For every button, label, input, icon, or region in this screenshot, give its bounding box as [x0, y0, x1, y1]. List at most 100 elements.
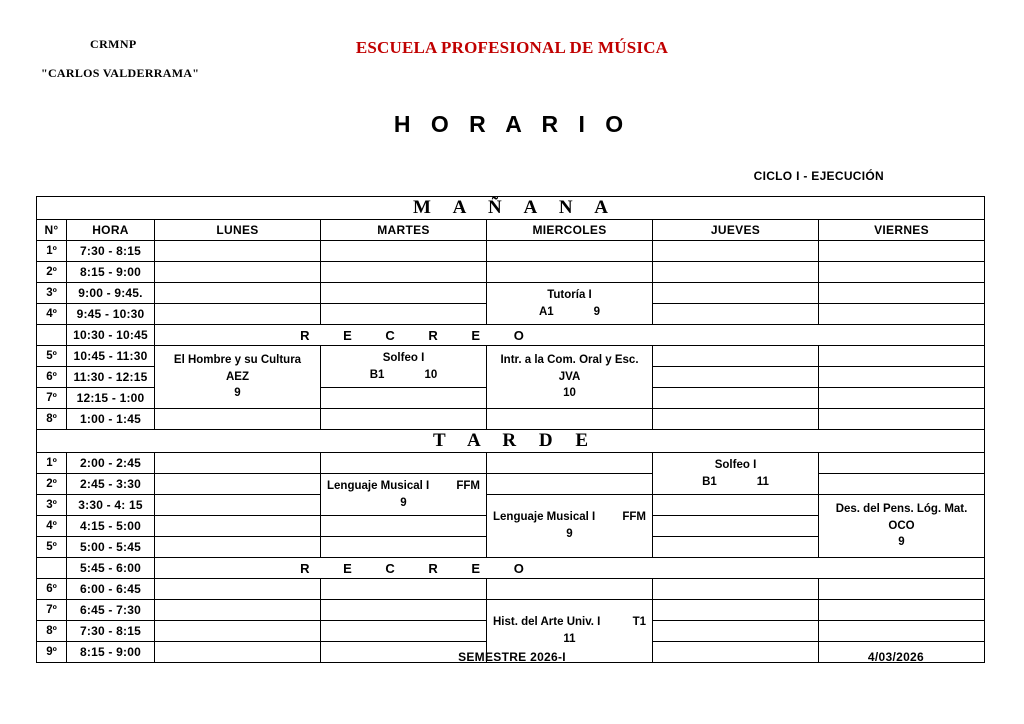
cell-lunes[interactable]	[154, 261, 321, 283]
cell-lunes[interactable]	[154, 303, 321, 325]
course-code: JVA	[558, 370, 581, 383]
cell-miercoles[interactable]	[486, 261, 653, 283]
row-hora: 4:15 - 5:00	[66, 515, 155, 537]
cell-martes[interactable]	[320, 620, 487, 642]
cell-jueves[interactable]	[652, 641, 819, 663]
cell-jueves[interactable]	[652, 282, 819, 304]
cell-jueves[interactable]	[652, 536, 819, 558]
course-room: 9	[234, 387, 241, 400]
course-code: B1	[369, 368, 385, 381]
cell-lunes[interactable]	[154, 452, 321, 474]
course-block-lenguaje-martes[interactable]: Lenguaje Musical I FFM 9	[320, 473, 487, 516]
cell-lunes[interactable]	[154, 599, 321, 621]
course-code: AEZ	[226, 370, 249, 383]
page-title: H O R A R I O	[393, 111, 631, 137]
cell-jueves[interactable]	[652, 494, 819, 516]
cell-jueves[interactable]	[652, 261, 819, 283]
cell-jueves[interactable]	[652, 240, 819, 262]
cell-viernes[interactable]	[817, 578, 986, 600]
row-num: 2º	[36, 473, 67, 495]
course-block-solfeo-jueves[interactable]: Solfeo I B1 11	[652, 452, 819, 495]
course-block-intr-com-oral[interactable]: Intr. a la Com. Oral y Esc. JVA 10	[486, 345, 653, 409]
cell-miercoles[interactable]	[486, 578, 653, 600]
schedule-table: M A Ñ A N A N° HORA LUNES MARTES MIERCOL…	[35, 196, 986, 663]
cell-lunes[interactable]	[154, 494, 321, 516]
row-hora: 7:30 - 8:15	[66, 240, 155, 262]
cell-lunes[interactable]	[154, 641, 321, 663]
cell-martes[interactable]	[320, 303, 487, 325]
cell-jueves[interactable]	[652, 599, 819, 621]
cell-martes[interactable]	[320, 240, 487, 262]
cell-jueves[interactable]	[652, 578, 819, 600]
table-row: 5º 10:45 - 11:30 El Hombre y su Cultura …	[36, 345, 986, 409]
cell-miercoles[interactable]	[486, 240, 653, 262]
organization-title: ESCUELA PROFESIONAL DE MÚSICA	[355, 38, 669, 57]
cell-lunes[interactable]	[154, 240, 321, 262]
cell-jueves[interactable]	[652, 515, 819, 537]
cell-viernes[interactable]	[817, 620, 986, 642]
cell-martes[interactable]	[320, 515, 487, 537]
course-room: 9	[566, 528, 573, 540]
cell-martes[interactable]	[320, 452, 487, 474]
cell-jueves[interactable]	[652, 387, 819, 409]
cell-jueves[interactable]	[652, 303, 819, 325]
row-num: 4º	[36, 303, 67, 325]
cell-lunes[interactable]	[154, 473, 321, 495]
institution-name: "CARLOS VALDERRAMA"	[41, 66, 200, 80]
cell-miercoles[interactable]	[486, 473, 653, 495]
cell-viernes[interactable]	[817, 599, 986, 621]
cell-lunes[interactable]	[154, 408, 321, 430]
cell-lunes[interactable]	[154, 282, 321, 304]
course-name: Intr. a la Com. Oral y Esc.	[500, 353, 639, 366]
course-block-tutoria[interactable]: Tutoría I A1 9	[486, 282, 653, 325]
cell-lunes[interactable]	[154, 578, 321, 600]
cell-lunes[interactable]	[154, 620, 321, 642]
cell-lunes[interactable]	[154, 515, 321, 537]
cell-martes[interactable]	[320, 599, 487, 621]
cell-martes[interactable]	[320, 408, 487, 430]
row-num: 5º	[36, 536, 67, 558]
cell-viernes[interactable]	[817, 366, 986, 388]
course-name: Des. del Pens. Lóg. Mat.	[835, 502, 968, 515]
course-room: 10	[424, 368, 438, 381]
cell-martes[interactable]	[320, 261, 487, 283]
header-day-martes: MARTES	[320, 219, 487, 241]
cell-jueves[interactable]	[652, 345, 819, 367]
cell-viernes[interactable]	[817, 261, 986, 283]
cell-martes[interactable]	[320, 387, 487, 409]
cell-viernes[interactable]	[817, 303, 986, 325]
recreo-row-morning: 10:30 - 10:45 R E C R E O	[36, 324, 986, 346]
cell-viernes[interactable]	[817, 240, 986, 262]
cell-viernes[interactable]	[817, 345, 986, 367]
row-num: 3º	[36, 282, 67, 304]
cell-jueves[interactable]	[652, 620, 819, 642]
column-header-row-morning: N° HORA LUNES MARTES MIERCOLES JUEVES VI…	[36, 219, 986, 241]
row-hora: 10:45 - 11:30	[66, 345, 155, 367]
cell-lunes[interactable]	[154, 536, 321, 558]
cell-jueves[interactable]	[652, 366, 819, 388]
course-block-solfeo-martes[interactable]: Solfeo I B1 10	[320, 345, 487, 388]
cell-miercoles[interactable]	[486, 408, 653, 430]
table-row: 2º 8:15 - 9:00	[36, 261, 986, 283]
header-day-lunes: LUNES	[154, 219, 321, 241]
cell-martes[interactable]	[320, 282, 487, 304]
cell-martes[interactable]	[320, 578, 487, 600]
course-block-des-pens-logico[interactable]: Des. del Pens. Lóg. Mat. OCO 9	[817, 494, 986, 558]
cell-jueves[interactable]	[652, 408, 819, 430]
course-block-hist-arte[interactable]: Hist. del Arte Univ. I T1 11	[486, 599, 653, 663]
cell-martes[interactable]	[320, 536, 487, 558]
cell-viernes[interactable]	[817, 641, 986, 663]
row-hora: 7:30 - 8:15	[66, 620, 155, 642]
cell-martes[interactable]	[320, 641, 487, 663]
cell-viernes[interactable]	[817, 408, 986, 430]
cell-viernes[interactable]	[817, 452, 986, 474]
course-room: 9	[898, 536, 905, 549]
row-hora: 9:00 - 9:45.	[66, 282, 155, 304]
cell-viernes[interactable]	[817, 387, 986, 409]
band-header-row-afternoon: T A R D E	[35, 429, 986, 453]
course-block-hombre-cultura[interactable]: El Hombre y su Cultura AEZ 9	[154, 345, 321, 409]
course-block-lenguaje-miercoles[interactable]: Lenguaje Musical I FFM 9	[486, 494, 653, 558]
cell-miercoles[interactable]	[486, 452, 653, 474]
cell-viernes[interactable]	[817, 473, 986, 495]
cell-viernes[interactable]	[817, 282, 986, 304]
